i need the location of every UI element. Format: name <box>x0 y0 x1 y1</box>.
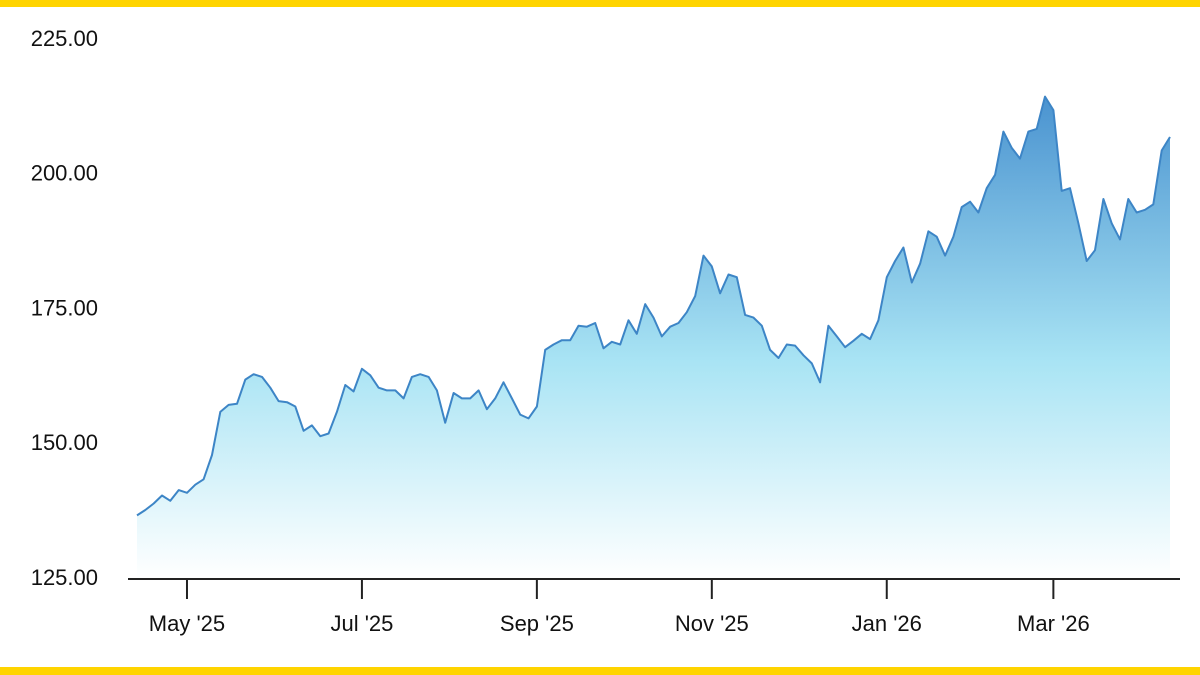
area-fill <box>137 96 1170 579</box>
area-line <box>136 95 1171 517</box>
y-tick-label: 225.00 <box>31 26 98 51</box>
x-tick-label: May '25 <box>149 611 225 636</box>
x-tick-label: Jan '26 <box>852 611 922 636</box>
x-tick-label: Mar '26 <box>1017 611 1090 636</box>
x-tick-label: Jul '25 <box>330 611 393 636</box>
y-tick-label: 150.00 <box>31 430 98 455</box>
y-tick-label: 200.00 <box>31 161 98 186</box>
y-tick-label: 125.00 <box>31 565 98 590</box>
bottom-band <box>0 667 1200 675</box>
x-tick-label: Sep '25 <box>500 611 574 636</box>
y-tick-label: 175.00 <box>31 295 98 320</box>
top-band <box>0 0 1200 7</box>
x-tick-label: Nov '25 <box>675 611 749 636</box>
